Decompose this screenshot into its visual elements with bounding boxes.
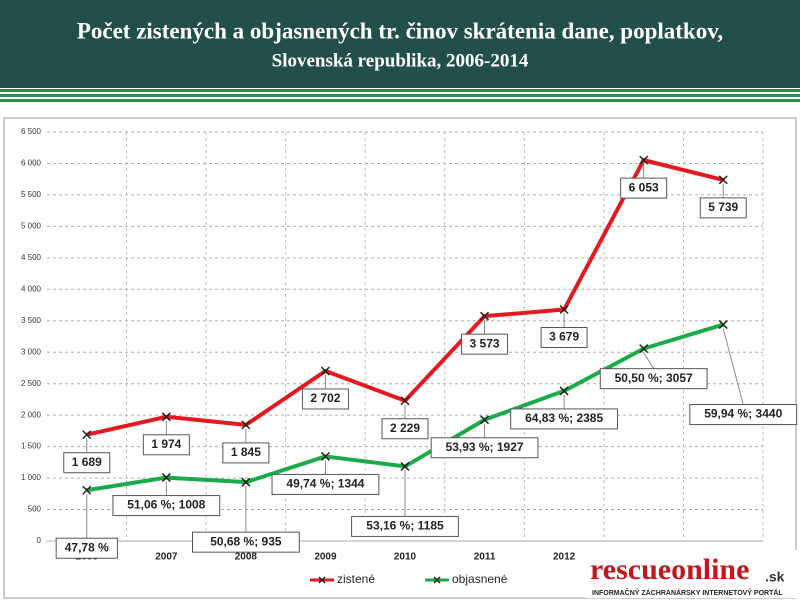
x-tick-label: 2012 bbox=[553, 552, 576, 563]
data-label: 6 053 bbox=[629, 180, 659, 194]
marker bbox=[639, 344, 649, 354]
label-box bbox=[142, 434, 190, 456]
x-tick-label: 2011 bbox=[474, 552, 496, 563]
stripe bbox=[0, 89, 800, 92]
data-label: 49,74 %; 1344 bbox=[286, 477, 364, 491]
label-box bbox=[55, 537, 118, 559]
marker bbox=[718, 320, 728, 330]
marker bbox=[82, 485, 92, 495]
y-tick-label: 2 000 bbox=[21, 410, 42, 419]
label-box bbox=[381, 418, 429, 440]
marker bbox=[480, 311, 490, 321]
chart-title: Počet zistených a objasnených tr. činov … bbox=[77, 18, 723, 43]
y-tick-label: 3 000 bbox=[21, 347, 42, 356]
label-box bbox=[689, 404, 798, 426]
legend-label: objasnené bbox=[452, 572, 508, 586]
label-box bbox=[301, 388, 349, 410]
logo-bg bbox=[585, 550, 797, 598]
logo-name: rescueonline bbox=[590, 553, 749, 586]
marker bbox=[161, 412, 171, 422]
data-label: 5 739 bbox=[708, 200, 738, 214]
data-label: 59,94 %; 3440 bbox=[704, 407, 782, 421]
label-box bbox=[510, 408, 619, 430]
label-box bbox=[191, 531, 300, 553]
data-label: 1 845 bbox=[231, 445, 261, 459]
marker bbox=[161, 473, 171, 483]
label-box bbox=[620, 177, 668, 199]
data-label: 53,93 %; 1927 bbox=[446, 440, 524, 454]
data-label: 2 229 bbox=[390, 421, 420, 435]
marker bbox=[241, 420, 251, 430]
x-tick-label: 2009 bbox=[314, 552, 337, 563]
marker bbox=[718, 175, 728, 185]
label-box bbox=[461, 333, 509, 355]
label-box bbox=[63, 452, 111, 474]
plot: 0 500 1 000 1 500 2 000 2 500 3 000 3 500 4 000 4… bbox=[21, 127, 798, 586]
label-box bbox=[112, 495, 221, 517]
data-label: 3 679 bbox=[549, 330, 579, 344]
label-box bbox=[271, 473, 380, 495]
y-tick-label: 3 500 bbox=[21, 316, 42, 325]
marker bbox=[241, 477, 251, 487]
y-tick-label: 4 500 bbox=[21, 253, 42, 262]
marker bbox=[559, 386, 569, 396]
label-box bbox=[351, 515, 459, 537]
marker bbox=[400, 396, 410, 406]
x-tick-label: 2010 bbox=[394, 552, 417, 563]
data-label: 50,68 %; 935 bbox=[210, 534, 282, 548]
y-tick-label: 4 000 bbox=[21, 284, 42, 293]
logo: rescueonline .sk INFORMAČNÝ ZÁCHRANÁRSKY… bbox=[585, 550, 797, 598]
marker bbox=[400, 461, 410, 471]
y-tick-label: 6 500 bbox=[21, 127, 42, 136]
y-tick-label: 1 000 bbox=[21, 473, 42, 482]
data-label: 1 689 bbox=[72, 455, 102, 469]
y-tick-label: 500 bbox=[28, 505, 42, 514]
data-label: 51,06 %; 1008 bbox=[127, 498, 205, 512]
marker bbox=[559, 304, 569, 315]
chart-subtitle: Slovenská republika, 2006-2014 bbox=[272, 50, 529, 71]
data-label: 47,78 % bbox=[65, 540, 109, 554]
y-tick-label: 6 000 bbox=[21, 159, 42, 168]
legend-marker bbox=[318, 576, 326, 584]
marker bbox=[480, 415, 490, 425]
label-box bbox=[599, 368, 708, 390]
x-tick-label: 2008 bbox=[235, 552, 258, 563]
y-tick-label: 0 bbox=[37, 536, 42, 545]
data-label: 1 974 bbox=[151, 437, 181, 451]
label-box bbox=[540, 327, 588, 349]
marker bbox=[82, 430, 92, 440]
data-label: 53,16 %; 1185 bbox=[366, 519, 444, 533]
logo-tagline: INFORMAČNÝ ZÁCHRANÁRSKY INTERNETOVÝ PORT… bbox=[592, 588, 783, 597]
label-box bbox=[222, 442, 270, 464]
callout bbox=[643, 352, 655, 369]
label-box bbox=[430, 437, 539, 459]
header bbox=[0, 0, 800, 88]
logo-suffix: .sk bbox=[765, 569, 785, 585]
marker bbox=[320, 451, 330, 461]
stripe bbox=[0, 94, 800, 97]
x-tick-label: 2007 bbox=[155, 552, 178, 563]
y-tick-label: 5 500 bbox=[21, 190, 42, 199]
stripe bbox=[0, 99, 800, 102]
data-label: 50,50 %; 3057 bbox=[615, 371, 693, 385]
y-tick-label: 1 500 bbox=[21, 442, 42, 451]
legend-marker bbox=[433, 576, 441, 584]
callout bbox=[722, 328, 744, 405]
marker bbox=[320, 366, 330, 376]
data-label: 3 573 bbox=[470, 336, 500, 350]
y-tick-label: 5 000 bbox=[21, 221, 42, 230]
data-label: 64,83 %; 2385 bbox=[525, 411, 603, 425]
legend-label: zistené bbox=[337, 572, 375, 586]
label-box bbox=[699, 197, 747, 219]
y-tick-label: 2 500 bbox=[21, 379, 42, 388]
data-label: 2 702 bbox=[310, 391, 340, 405]
marker bbox=[639, 155, 649, 165]
